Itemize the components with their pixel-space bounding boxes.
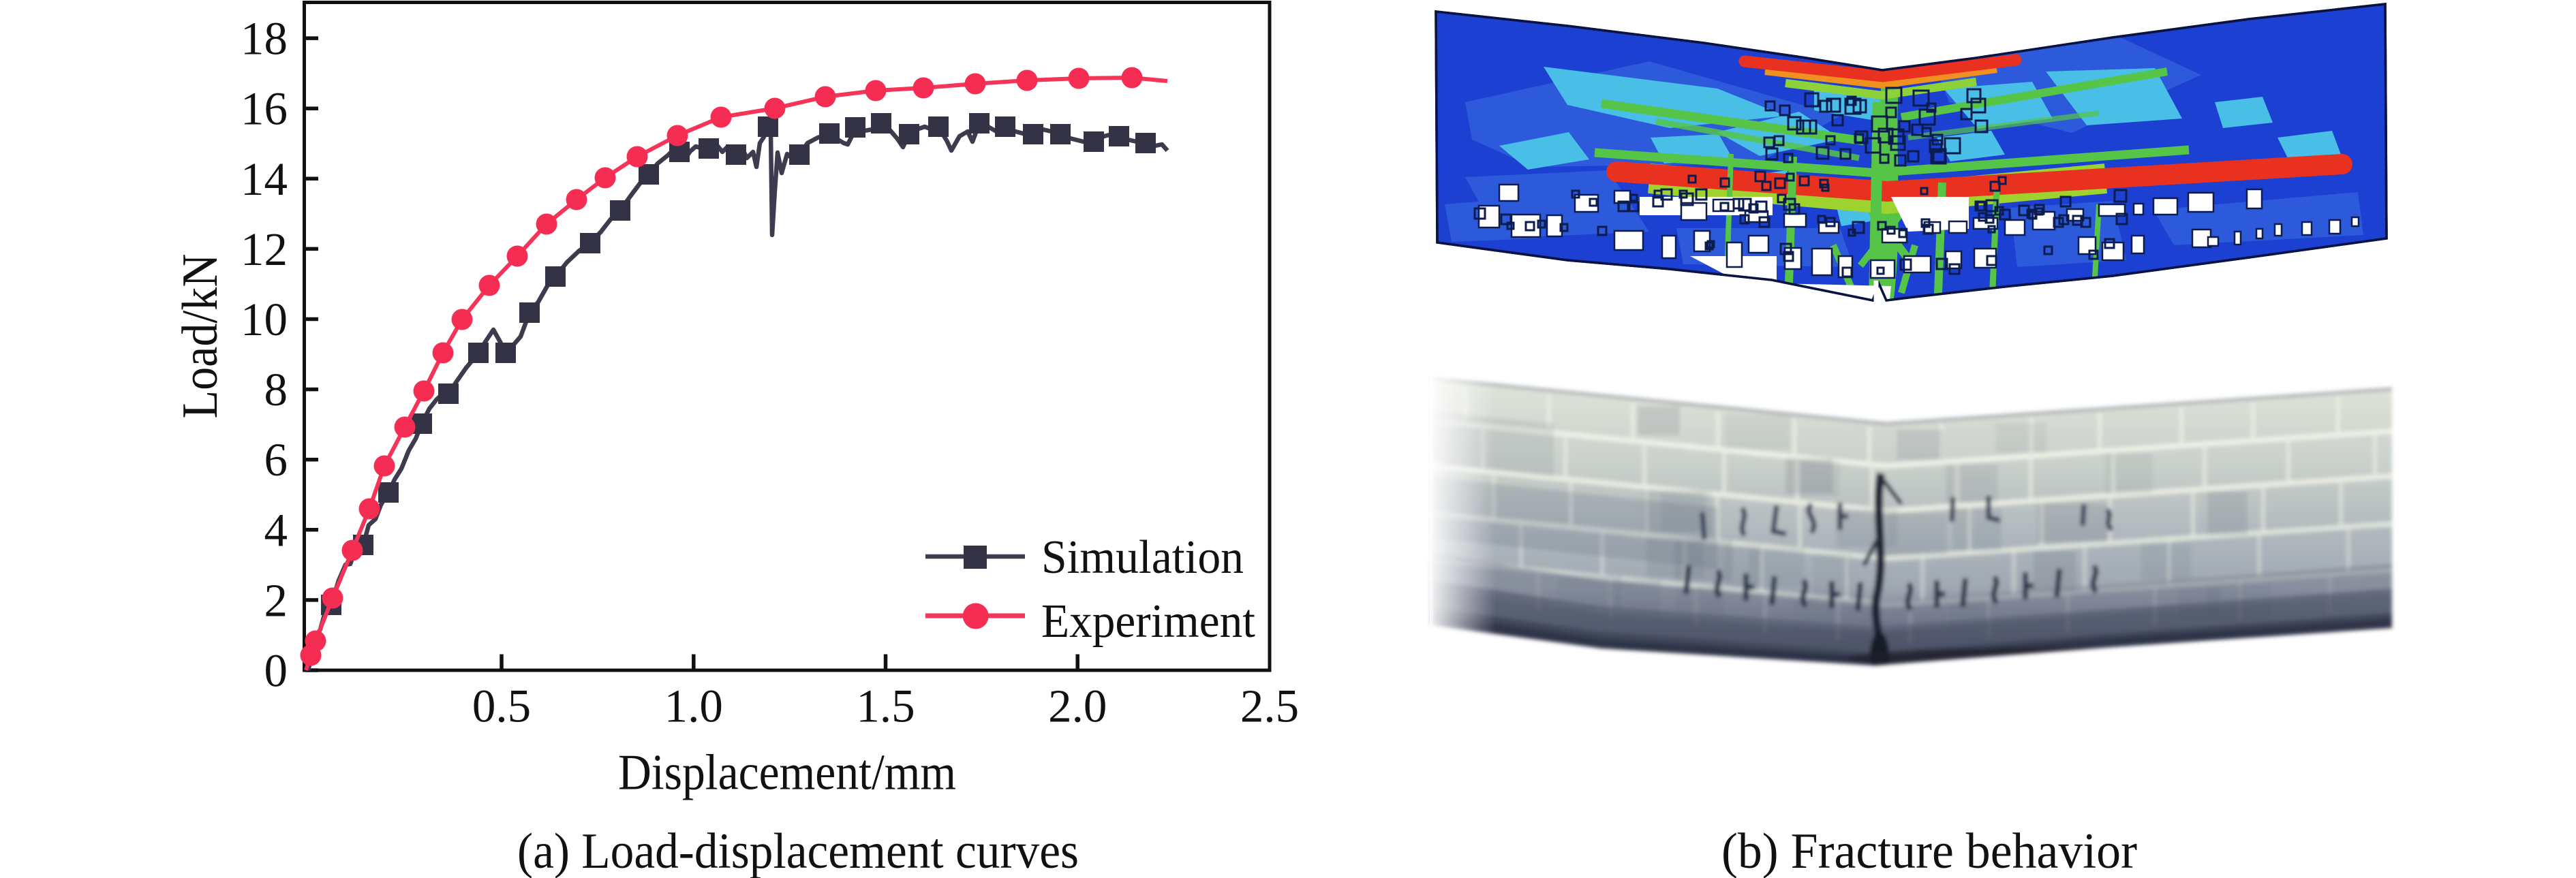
svg-text:0: 0 bbox=[264, 645, 288, 697]
svg-text:2: 2 bbox=[264, 574, 288, 626]
svg-text:Load/kN: Load/kN bbox=[172, 254, 228, 419]
svg-text:(b) Fracture behavior: (b) Fracture behavior bbox=[1721, 824, 2137, 878]
svg-text:10: 10 bbox=[241, 294, 288, 345]
svg-text:8: 8 bbox=[264, 364, 288, 416]
svg-text:Experiment: Experiment bbox=[1041, 595, 1256, 648]
svg-text:16: 16 bbox=[241, 83, 288, 135]
svg-text:1.5: 1.5 bbox=[856, 680, 915, 732]
svg-text:(a) Load-displacement curves: (a) Load-displacement curves bbox=[517, 824, 1079, 878]
svg-text:14: 14 bbox=[241, 153, 288, 205]
svg-text:0.5: 0.5 bbox=[472, 680, 531, 732]
svg-text:2.5: 2.5 bbox=[1240, 680, 1299, 732]
svg-text:4: 4 bbox=[264, 504, 288, 556]
svg-text:6: 6 bbox=[264, 434, 288, 486]
svg-text:Displacement/mm: Displacement/mm bbox=[618, 745, 956, 801]
svg-text:2.0: 2.0 bbox=[1048, 680, 1107, 732]
svg-text:18: 18 bbox=[241, 13, 288, 65]
svg-text:1.0: 1.0 bbox=[664, 680, 723, 732]
svg-text:Simulation: Simulation bbox=[1041, 531, 1244, 584]
svg-text:12: 12 bbox=[241, 223, 288, 275]
